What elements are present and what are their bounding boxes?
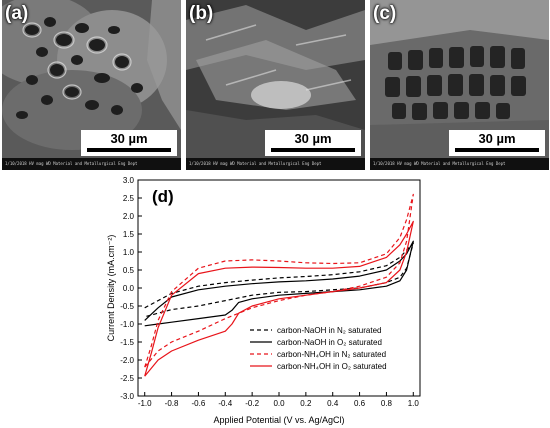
scale-bar [271,148,355,152]
scale-bar-label: 30 µm [110,131,148,146]
x-tick-label: -0.4 [218,399,232,408]
sem-info-bar: 1/10/2018 HV mag WD Material and Metallu… [2,158,181,170]
series-layer [144,193,414,377]
scale-bar-box: 30 µm [81,130,177,156]
sem-info-bar: 1/10/2018 HV mag WD Material and Metallu… [186,158,365,170]
y-tick-label: 0.0 [123,284,135,293]
series-line-3 [144,193,414,368]
sem-info-bar: 1/10/2018 HV mag WD Material and Metallu… [370,158,549,170]
scale-bar-box: 30 µm [265,130,361,156]
scale-bar-label: 30 µm [294,131,332,146]
y-axis-label: Current Density (mA.cm⁻²) [106,235,116,342]
panel-letter-d: (d) [152,187,174,206]
sem-image-porous-carbon-a [2,0,181,170]
sem-panel-c: (c) 30 µm 1/10/2018 HV mag WD Material a… [370,0,549,170]
y-tick-label: -2.5 [120,374,134,383]
x-tick-label: -0.8 [165,399,179,408]
x-tick-label: -0.6 [192,399,206,408]
y-tick-label: -2.0 [120,356,134,365]
y-tick-label: 2.0 [123,212,135,221]
y-tick-label: -1.5 [120,338,134,347]
x-tick-label: 0.4 [327,399,339,408]
y-tick-label: 2.5 [123,194,135,203]
legend-entry: carbon-NH₄OH in O₂ saturated [277,362,387,371]
scale-bar [455,148,539,152]
legend: carbon-NaOH in N₂ saturated carbon-NaOH i… [250,326,387,371]
x-tick-label: 0.6 [354,399,366,408]
x-axis-label: Applied Potential (V vs. Ag/AgCl) [213,415,344,425]
y-tick-label: 3.0 [123,176,135,185]
legend-entry: carbon-NaOH in N₂ saturated [277,326,381,335]
x-tick-label: 0.8 [381,399,393,408]
legend-entry: carbon-NH₄OH in N₂ saturated [277,350,386,359]
scale-bar-box: 30 µm [449,130,545,156]
sem-panel-b: (b) 30 µm 1/10/2018 HV mag WD Material a… [186,0,365,170]
x-tick-label: 0.2 [300,399,312,408]
y-tick-label: 1.0 [123,248,135,257]
series-line-4 [144,220,414,377]
legend-entry: carbon-NaOH in O₂ saturated [277,338,382,347]
panel-letter: (c) [373,3,397,24]
y-tick-label: -1.0 [120,320,134,329]
x-tick-label: -0.2 [245,399,259,408]
panel-letter: (b) [189,3,214,24]
scale-bar [87,148,171,152]
scale-bar-label: 30 µm [478,131,516,146]
sem-panel-a: (a) 30 µm 1/10/2018 HV mag WD Material a… [2,0,181,170]
y-tick-label: -3.0 [120,392,134,401]
panel-letter: (a) [5,3,29,24]
series-line-2 [144,240,414,327]
axis-ticks: -1.0 -0.8 -0.6 -0.4 -0.2 0.0 0.2 0.4 0.6 0.8 1.0 -3… [120,176,419,408]
y-tick-label: 0.5 [123,266,135,275]
x-tick-label: 1.0 [408,399,420,408]
x-tick-label: 0.0 [273,399,285,408]
cv-chart: -1.0 -0.8 -0.6 -0.4 -0.2 0.0 0.2 0.4 0.6 0.8 1.0 -3… [106,176,421,425]
y-tick-label: 1.5 [123,230,135,239]
y-tick-label: -0.5 [120,302,134,311]
x-tick-label: -1.0 [138,399,152,408]
